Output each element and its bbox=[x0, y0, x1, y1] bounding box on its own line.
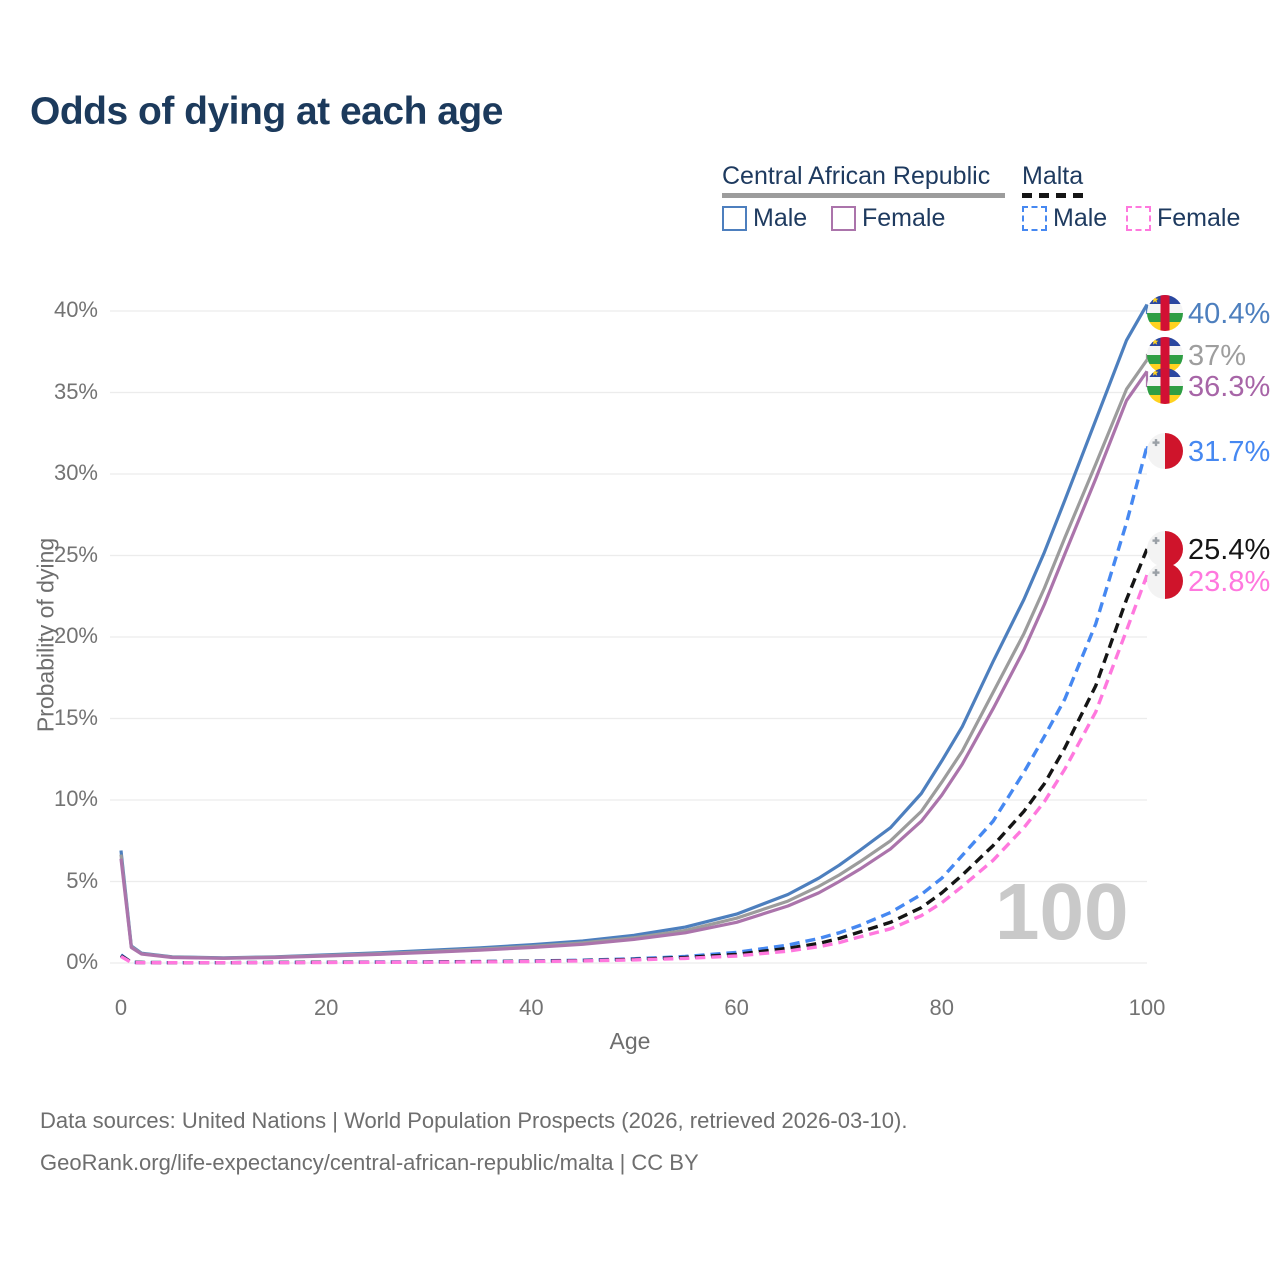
malta-flag-icon bbox=[1147, 531, 1183, 567]
series-line-malta[interactable] bbox=[120, 548, 1149, 965]
x-tick-label: 20 bbox=[313, 995, 339, 1020]
y-tick-label: 30% bbox=[53, 460, 98, 485]
legend-swatch-car-male bbox=[722, 206, 747, 231]
end-label-malta-male: 31.7% bbox=[1188, 436, 1270, 468]
end-label-central-african-republic-female: 36.3% bbox=[1188, 371, 1270, 403]
legend-underline-malta bbox=[1022, 193, 1089, 198]
y-tick-label: 20% bbox=[53, 623, 98, 648]
y-tick-label: 25% bbox=[53, 541, 98, 567]
legend-label-car-female: Female bbox=[862, 204, 946, 232]
x-tick-label: 0 bbox=[114, 995, 128, 1020]
x-tick-label: 60 bbox=[724, 995, 749, 1020]
y-tick-label: 35% bbox=[53, 378, 98, 404]
x-tick-label: 40 bbox=[519, 995, 544, 1020]
y-tick-label: 15% bbox=[53, 704, 98, 730]
legend-label-malta-male: Male bbox=[1053, 204, 1108, 232]
end-label-malta: 25.4% bbox=[1188, 534, 1270, 566]
malta-flag-icon bbox=[1147, 433, 1183, 469]
legend-group-malta: Malta bbox=[1022, 162, 1084, 190]
end-label-malta-female: 23.8% bbox=[1188, 566, 1270, 598]
end-label-central-african-republic: 37% bbox=[1188, 340, 1246, 372]
series-line-malta-male[interactable] bbox=[120, 445, 1149, 965]
age-hover-indicator: 100 bbox=[995, 867, 1129, 956]
page-title: Odds of dying at each age bbox=[30, 90, 503, 133]
legend-swatch-car-female bbox=[831, 206, 856, 231]
car-flag-icon bbox=[1147, 337, 1183, 373]
car-flag-icon bbox=[1147, 368, 1183, 404]
legend-label-malta-female: Female bbox=[1157, 204, 1241, 232]
legend-item-malta-female[interactable]: Female bbox=[1126, 204, 1240, 233]
series-line-malta-female[interactable] bbox=[120, 574, 1149, 965]
legend-swatch-malta-female bbox=[1126, 206, 1151, 231]
y-tick-label: 0% bbox=[66, 949, 98, 974]
x-tick-label: 80 bbox=[929, 995, 955, 1020]
legend-underline-central-african-republic bbox=[722, 193, 1005, 198]
footer-data-sources: Data sources: United Nations | World Pop… bbox=[40, 1108, 908, 1133]
y-tick-label: 5% bbox=[66, 867, 98, 893]
y-axis-title: Probability of dying bbox=[32, 537, 59, 733]
footer-attribution: GeoRank.org/life-expectancy/central-afri… bbox=[40, 1150, 699, 1175]
legend-swatch-malta-male bbox=[1022, 206, 1047, 231]
end-label-central-african-republic-male: 40.4% bbox=[1188, 298, 1270, 330]
legend-item-car-female[interactable]: Female bbox=[831, 204, 945, 233]
legend-group-central-african-republic: Central African Republic bbox=[722, 162, 991, 190]
car-flag-icon bbox=[1147, 295, 1183, 331]
x-tick-label: 100 bbox=[1128, 995, 1166, 1020]
y-tick-label: 10% bbox=[53, 786, 98, 811]
series-line-central-african-republic-female[interactable] bbox=[119, 370, 1149, 960]
legend-item-malta-male[interactable]: Male bbox=[1022, 204, 1107, 233]
x-axis-title: Age bbox=[609, 1028, 651, 1054]
y-tick-label: 40% bbox=[53, 297, 98, 322]
legend-label-car-male: Male bbox=[753, 204, 808, 232]
malta-flag-icon bbox=[1147, 563, 1183, 599]
legend-item-car-male[interactable]: Male bbox=[722, 204, 807, 233]
